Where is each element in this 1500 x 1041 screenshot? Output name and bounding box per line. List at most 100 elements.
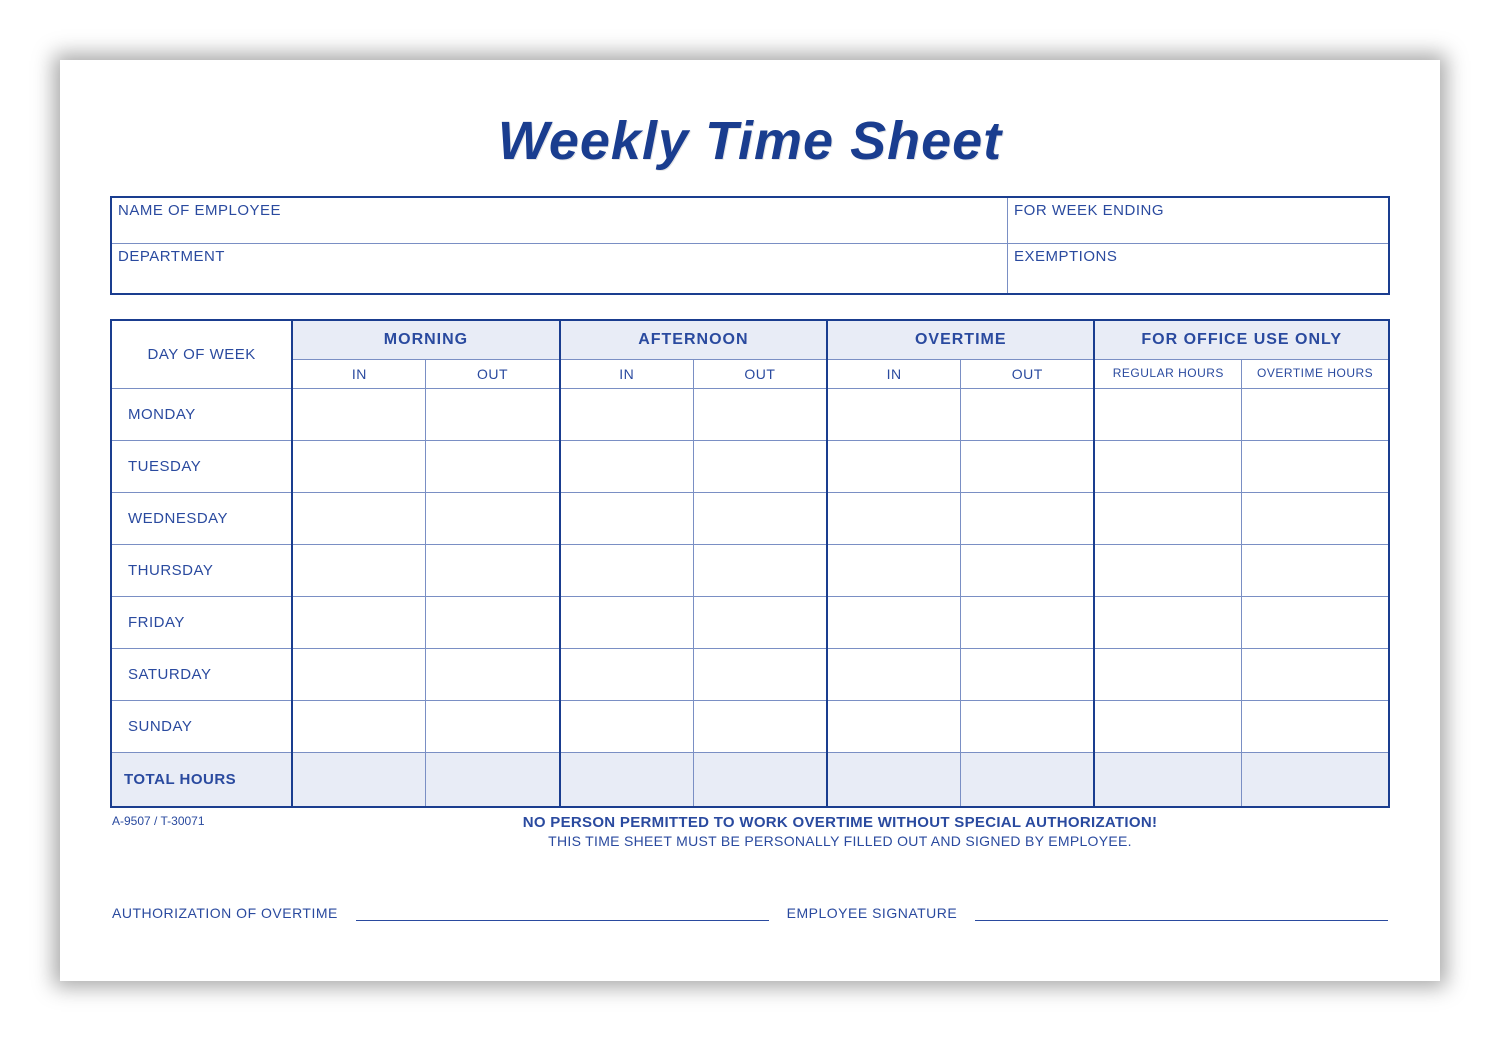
morning-in-cell[interactable] [292, 545, 426, 597]
overtime-in-cell[interactable] [827, 701, 961, 753]
regular-hours-cell[interactable] [1094, 649, 1241, 701]
regular-hours-cell[interactable] [1094, 389, 1241, 441]
day-label: SATURDAY [111, 649, 292, 701]
overtime-out-cell[interactable] [961, 649, 1095, 701]
regular-hours-cell[interactable] [1094, 545, 1241, 597]
afternoon-in-cell[interactable] [560, 389, 694, 441]
day-label: MONDAY [111, 389, 292, 441]
total-overtime-out[interactable] [961, 753, 1095, 807]
morning-in-cell[interactable] [292, 493, 426, 545]
footer-notices-row: A-9507 / T-30071 NO PERSON PERMITTED TO … [110, 814, 1390, 849]
overtime-hours-cell[interactable] [1242, 597, 1389, 649]
total-overtime-in[interactable] [827, 753, 961, 807]
table-row: MONDAY [111, 389, 1389, 441]
afternoon-out-cell[interactable] [693, 701, 827, 753]
timesheet-body: MONDAY TUESDAY WEDNESDAY T [111, 389, 1389, 807]
employee-info-box: NAME OF EMPLOYEE FOR WEEK ENDING DEPARTM… [110, 196, 1390, 295]
overtime-hours-cell[interactable] [1242, 441, 1389, 493]
authorization-signature-line[interactable] [356, 907, 769, 921]
morning-in-cell[interactable] [292, 441, 426, 493]
timesheet-table: DAY OF WEEK MORNING AFTERNOON OVERTIME F… [110, 319, 1390, 808]
header-office-use: FOR OFFICE USE ONLY [1094, 320, 1389, 360]
overtime-in-cell[interactable] [827, 389, 961, 441]
overtime-in-cell[interactable] [827, 649, 961, 701]
afternoon-out-cell[interactable] [693, 597, 827, 649]
authorization-label: AUTHORIZATION OF OVERTIME [112, 905, 338, 921]
morning-in-cell[interactable] [292, 597, 426, 649]
notices: NO PERSON PERMITTED TO WORK OVERTIME WIT… [410, 814, 1270, 849]
afternoon-out-cell[interactable] [693, 441, 827, 493]
table-row: SUNDAY [111, 701, 1389, 753]
employee-signature-line[interactable] [975, 907, 1388, 921]
header-afternoon-in: IN [560, 360, 694, 389]
overtime-hours-cell[interactable] [1242, 493, 1389, 545]
afternoon-in-cell[interactable] [560, 493, 694, 545]
overtime-hours-cell[interactable] [1242, 701, 1389, 753]
day-label: SUNDAY [111, 701, 292, 753]
morning-in-cell[interactable] [292, 389, 426, 441]
overtime-out-cell[interactable] [961, 597, 1095, 649]
total-hours-label: TOTAL HOURS [111, 753, 292, 807]
regular-hours-cell[interactable] [1094, 597, 1241, 649]
morning-out-cell[interactable] [426, 597, 560, 649]
overtime-out-cell[interactable] [961, 441, 1095, 493]
regular-hours-cell[interactable] [1094, 493, 1241, 545]
day-label: FRIDAY [111, 597, 292, 649]
department-field[interactable]: DEPARTMENT [112, 244, 1008, 293]
header-day-of-week: DAY OF WEEK [111, 320, 292, 389]
afternoon-out-cell[interactable] [693, 493, 827, 545]
morning-out-cell[interactable] [426, 545, 560, 597]
afternoon-in-cell[interactable] [560, 441, 694, 493]
header-afternoon-out: OUT [693, 360, 827, 389]
afternoon-in-cell[interactable] [560, 597, 694, 649]
employee-signature-label: EMPLOYEE SIGNATURE [787, 905, 958, 921]
overtime-hours-cell[interactable] [1242, 545, 1389, 597]
fill-instruction: THIS TIME SHEET MUST BE PERSONALLY FILLE… [410, 833, 1270, 849]
afternoon-out-cell[interactable] [693, 545, 827, 597]
morning-in-cell[interactable] [292, 649, 426, 701]
afternoon-in-cell[interactable] [560, 649, 694, 701]
morning-in-cell[interactable] [292, 701, 426, 753]
morning-out-cell[interactable] [426, 389, 560, 441]
overtime-out-cell[interactable] [961, 389, 1095, 441]
header-morning: MORNING [292, 320, 559, 360]
signature-row: AUTHORIZATION OF OVERTIME EMPLOYEE SIGNA… [110, 905, 1390, 921]
afternoon-out-cell[interactable] [693, 649, 827, 701]
overtime-out-cell[interactable] [961, 701, 1095, 753]
form-code: A-9507 / T-30071 [110, 814, 410, 828]
total-overtime-hours[interactable] [1242, 753, 1389, 807]
total-regular-hours[interactable] [1094, 753, 1241, 807]
header-overtime: OVERTIME [827, 320, 1094, 360]
overtime-in-cell[interactable] [827, 545, 961, 597]
overtime-in-cell[interactable] [827, 441, 961, 493]
overtime-hours-cell[interactable] [1242, 649, 1389, 701]
overtime-in-cell[interactable] [827, 597, 961, 649]
week-ending-field[interactable]: FOR WEEK ENDING [1008, 198, 1388, 244]
table-row: WEDNESDAY [111, 493, 1389, 545]
morning-out-cell[interactable] [426, 701, 560, 753]
header-morning-out: OUT [426, 360, 560, 389]
overtime-hours-cell[interactable] [1242, 389, 1389, 441]
overtime-out-cell[interactable] [961, 545, 1095, 597]
morning-out-cell[interactable] [426, 649, 560, 701]
day-label: WEDNESDAY [111, 493, 292, 545]
morning-out-cell[interactable] [426, 441, 560, 493]
afternoon-in-cell[interactable] [560, 545, 694, 597]
table-row: THURSDAY [111, 545, 1389, 597]
total-afternoon-in[interactable] [560, 753, 694, 807]
day-label: TUESDAY [111, 441, 292, 493]
regular-hours-cell[interactable] [1094, 441, 1241, 493]
total-afternoon-out[interactable] [693, 753, 827, 807]
table-row: FRIDAY [111, 597, 1389, 649]
name-of-employee-field[interactable]: NAME OF EMPLOYEE [112, 198, 1008, 244]
afternoon-out-cell[interactable] [693, 389, 827, 441]
morning-out-cell[interactable] [426, 493, 560, 545]
overtime-in-cell[interactable] [827, 493, 961, 545]
table-row: TUESDAY [111, 441, 1389, 493]
total-morning-out[interactable] [426, 753, 560, 807]
afternoon-in-cell[interactable] [560, 701, 694, 753]
total-morning-in[interactable] [292, 753, 426, 807]
overtime-out-cell[interactable] [961, 493, 1095, 545]
regular-hours-cell[interactable] [1094, 701, 1241, 753]
exemptions-field[interactable]: EXEMPTIONS [1008, 244, 1388, 293]
